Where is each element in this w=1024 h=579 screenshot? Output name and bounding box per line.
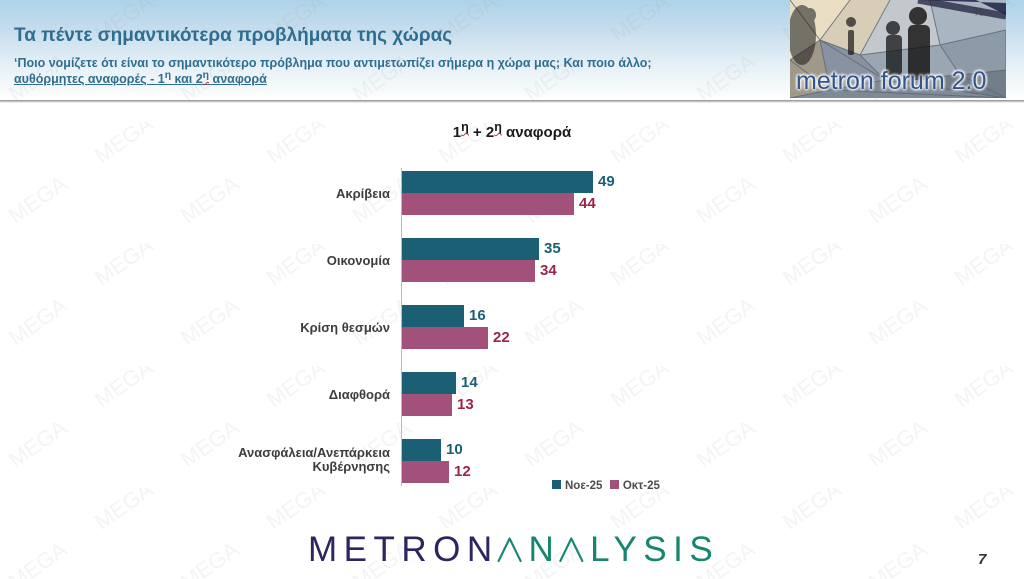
svg-text:N: N: [529, 530, 561, 569]
svg-text:LYSIS: LYSIS: [590, 530, 719, 569]
svg-text:%: %: [973, 5, 984, 19]
svg-text:METRON: METRON: [308, 530, 499, 569]
